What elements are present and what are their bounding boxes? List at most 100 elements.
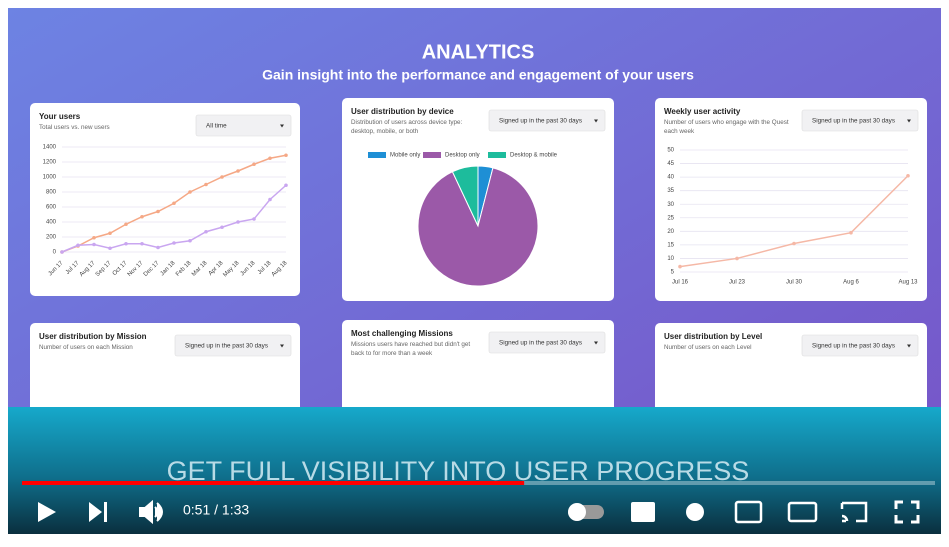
point xyxy=(108,246,112,251)
point xyxy=(140,214,144,219)
controls: 0:51 / 1:33 xyxy=(38,499,920,525)
point xyxy=(906,173,910,178)
legend-swatch xyxy=(488,152,506,158)
dropdown-arrow xyxy=(907,344,911,348)
theater-button[interactable] xyxy=(787,501,818,523)
card-subtitle: Total users vs. new users xyxy=(39,124,110,131)
point xyxy=(92,235,96,240)
card-title: User distribution by Level xyxy=(664,332,762,341)
card-background xyxy=(30,103,300,296)
caption-band xyxy=(8,407,941,534)
legend-label: Mobile only xyxy=(390,153,420,159)
card: Your users Total users vs. new users All t… xyxy=(30,103,300,296)
pie-slice xyxy=(417,167,539,287)
y-tick-label: 1000 xyxy=(43,175,57,181)
point xyxy=(124,222,128,227)
dropdown-arrow xyxy=(280,344,284,348)
pie-slice xyxy=(451,165,479,227)
point xyxy=(172,241,176,245)
card-subtitle: Distribution of users across device type… xyxy=(351,119,463,135)
card-title: User distribution by device xyxy=(351,107,454,116)
point xyxy=(220,225,224,230)
x-tick-label: Aug 13 xyxy=(898,280,918,286)
card: Weekly user activity Number of users who … xyxy=(655,98,927,301)
point xyxy=(124,241,128,246)
point xyxy=(204,229,208,234)
progress-bar xyxy=(22,481,525,485)
y-tick-label: 200 xyxy=(46,235,57,241)
miniplayer-button[interactable] xyxy=(734,500,763,524)
point xyxy=(792,241,796,246)
cast-button[interactable] xyxy=(840,501,868,523)
point xyxy=(140,241,144,246)
point xyxy=(236,220,240,224)
point xyxy=(60,250,64,254)
card-title: Most challenging Missions xyxy=(351,329,453,338)
y-tick-label: 45 xyxy=(667,161,674,167)
point xyxy=(108,231,112,236)
y-tick-label: 15 xyxy=(667,242,674,248)
point xyxy=(204,182,208,187)
y-tick-label: 50 xyxy=(667,148,674,154)
volume-button[interactable] xyxy=(139,499,163,525)
dropdown[interactable] xyxy=(801,109,919,132)
card-title: User distribution by Mission xyxy=(39,332,147,341)
dropdown-label: Signed up in the past 30 days xyxy=(812,343,895,350)
point xyxy=(252,217,256,221)
dropdown[interactable] xyxy=(801,334,919,357)
point xyxy=(284,153,288,158)
point xyxy=(188,190,192,194)
subtitles-button[interactable] xyxy=(631,502,655,522)
x-tick-label: Jul 23 xyxy=(729,280,746,286)
point xyxy=(236,169,240,173)
point xyxy=(92,242,96,247)
dropdown-label: Signed up in the past 30 days xyxy=(812,118,895,125)
point xyxy=(156,245,160,250)
dropdown-label: Signed up in the past 30 days xyxy=(185,343,268,350)
dropdown-label: Signed up in the past 30 days xyxy=(499,340,582,347)
point xyxy=(284,183,288,188)
legend-swatch xyxy=(368,152,386,158)
card: User distribution by Level Number of user… xyxy=(655,323,927,423)
dropdown[interactable] xyxy=(174,334,292,357)
dropdown[interactable] xyxy=(488,109,606,132)
point xyxy=(268,156,272,161)
fullscreen-button[interactable] xyxy=(894,500,920,524)
point xyxy=(172,201,176,206)
x-tick-label: Jul 30 xyxy=(786,280,803,286)
card-background xyxy=(655,98,927,301)
card: Most challenging Missions Missions users … xyxy=(342,320,614,423)
legend-label: Desktop & mobile xyxy=(510,153,558,159)
dropdown-label: Signed up in the past 30 days xyxy=(499,118,582,125)
y-tick-label: 800 xyxy=(46,190,57,196)
point xyxy=(188,238,192,243)
play-button[interactable] xyxy=(38,502,56,522)
dropdown-arrow xyxy=(280,124,284,128)
legend-label: Desktop only xyxy=(445,153,480,159)
point xyxy=(76,243,80,248)
point xyxy=(735,256,739,261)
dropdown[interactable] xyxy=(195,114,292,137)
card: User distribution by device Distribution … xyxy=(342,98,614,301)
y-tick-label: 10 xyxy=(667,256,674,262)
next-button[interactable] xyxy=(89,502,107,522)
dropdown-arrow xyxy=(594,119,598,123)
y-tick-label: 0 xyxy=(53,250,57,256)
settings-button[interactable] xyxy=(686,503,704,521)
dropdown[interactable] xyxy=(488,331,606,354)
x-tick-label: Aug 6 xyxy=(843,280,859,286)
dropdown-label: All time xyxy=(206,123,227,130)
subtitle: Gain insight into the performance and en… xyxy=(262,67,694,83)
dropdown-arrow xyxy=(594,341,598,345)
card-subtitle: Number of users who engage with the Ques… xyxy=(664,119,789,135)
legend-swatch xyxy=(423,152,441,158)
card-subtitle: Missions users have reached but didn't g… xyxy=(351,341,470,357)
y-tick-label: 400 xyxy=(46,220,57,226)
x-tick-label: Jul 16 xyxy=(672,280,689,286)
y-tick-label: 25 xyxy=(667,215,674,221)
card-title: Your users xyxy=(39,112,81,121)
y-tick-label: 20 xyxy=(667,229,674,235)
y-tick-label: 30 xyxy=(667,202,674,208)
point xyxy=(252,162,256,167)
